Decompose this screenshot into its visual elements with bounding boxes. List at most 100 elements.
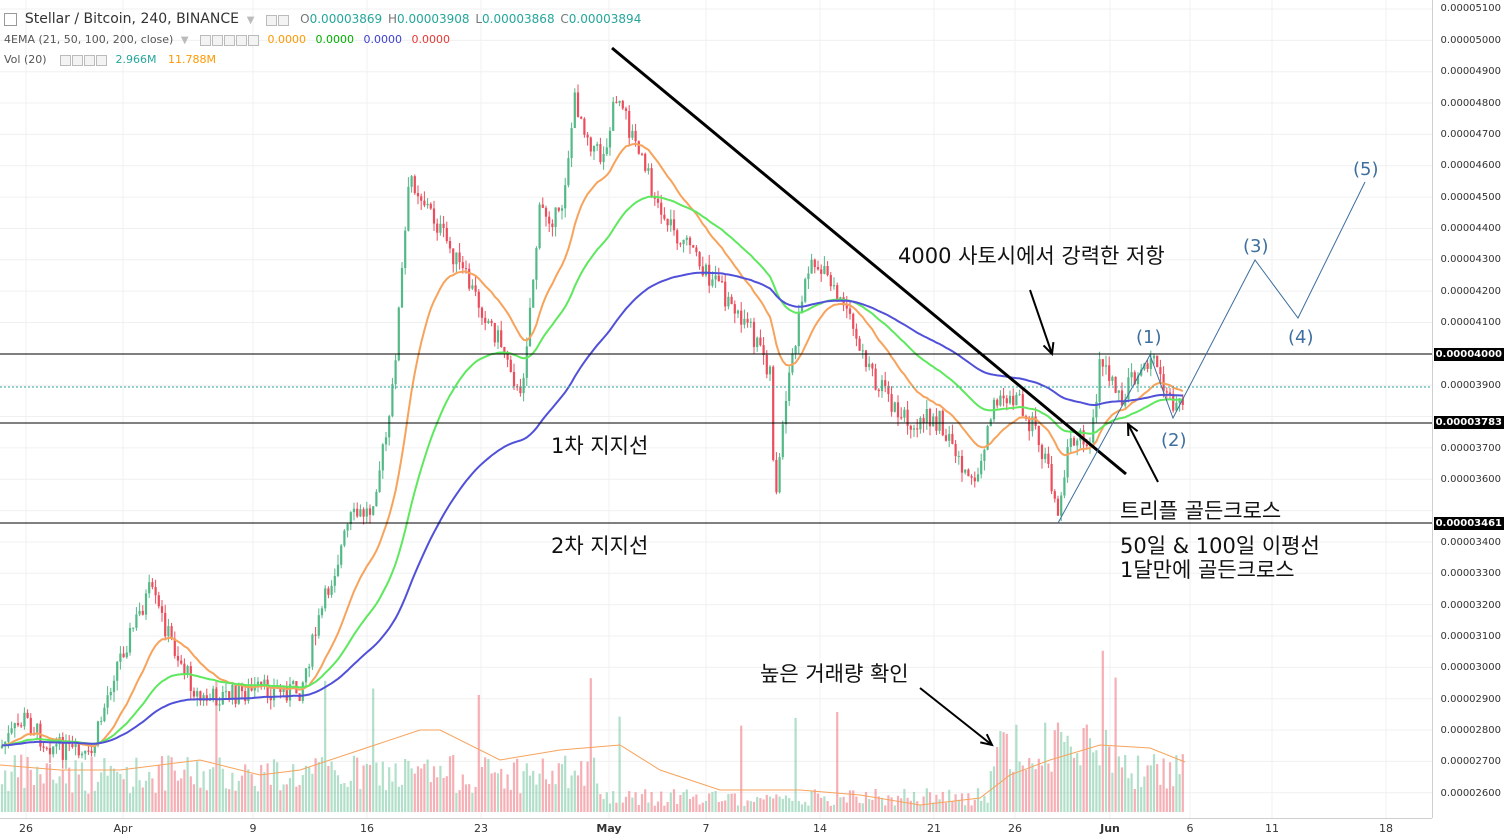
more-icon[interactable] [236,34,248,46]
volume-bar [1140,787,1143,812]
volume-bar [1130,773,1133,812]
volume-bar [112,768,116,812]
candle-body [580,116,583,119]
candle-body [368,508,372,515]
candle-body [519,386,522,394]
volume-bar [596,783,599,812]
volume-bar [365,763,368,812]
candle-body [266,679,269,697]
more-icon[interactable] [84,54,96,66]
price-tick: 0.00003300 [1440,568,1501,579]
candle-body [682,239,685,245]
volume-bar [359,789,362,812]
candle-body [685,237,688,240]
volume-bar [861,803,864,812]
candle-body [522,377,525,394]
candle-body [573,92,576,129]
volume-bar [807,805,810,812]
settings-icon[interactable] [278,14,290,26]
volume-bar [490,773,493,812]
volume-bar [116,771,119,812]
volume-bar [692,796,695,812]
settings-icon[interactable] [72,54,84,66]
close-icon[interactable] [96,54,108,66]
candle-body [84,750,87,754]
time-axis[interactable] [0,818,1432,840]
volume-bar [58,776,61,812]
volume-bar [775,794,778,812]
volume-bar [900,798,903,812]
volume-bar [167,755,170,812]
eye-icon[interactable] [200,34,212,46]
candle-body [493,322,496,343]
price-tick: 0.00004600 [1440,160,1501,171]
candle-body [420,196,423,201]
time-tick: 21 [927,822,941,835]
candle-body [292,681,295,685]
time-tick: 26 [1008,822,1022,835]
volume-bar [68,767,71,812]
candle-body [653,196,656,199]
candle-body [900,417,903,419]
candle-body [10,728,13,734]
candle-body [269,696,272,701]
volume-bar [1069,746,1072,812]
candle-body [983,449,986,461]
candle-body [1040,445,1044,460]
candle-body [1156,355,1159,368]
candle-body [244,691,247,702]
volume-bar [1133,789,1136,812]
volume-title[interactable]: Vol (20) [4,53,47,66]
volume-bar [317,762,320,812]
volume-bar [464,784,468,812]
collapse-icon[interactable] [4,13,17,26]
candle-body [804,279,807,302]
volume-bar [852,790,855,812]
candle-body [1031,416,1034,432]
volume-bar [77,774,80,812]
ema-dropdown-icon[interactable]: ▼ [180,35,189,46]
candle-body [1044,453,1047,460]
volume-bar [832,804,836,812]
time-tick: 23 [474,822,488,835]
candle-body [148,582,151,594]
symbol-legend: Stellar / Bitcoin, 240, BINANCE ▼ O0.000… [4,10,641,30]
close-icon[interactable] [248,34,260,46]
volume-bar [605,792,608,812]
candle-body [1168,392,1172,394]
volume-bar [500,768,503,812]
symbol-title[interactable]: Stellar / Bitcoin, 240, BINANCE [24,11,239,27]
candle-body [471,285,474,289]
volume-bar [868,798,871,812]
volume-bar [586,761,589,812]
price-axis[interactable]: 0.00005100 0.00005000 0.00004900 0.00004… [1432,0,1506,818]
candle-body [692,245,695,248]
ema-title[interactable]: 4EMA (21, 50, 100, 200, close) [4,33,174,46]
candle-body [1092,417,1095,443]
volume-bar [423,763,426,812]
volume-bar [420,768,423,812]
symbol-dropdown-icon[interactable]: ▼ [246,15,255,26]
candle-body [509,359,512,372]
source-icon[interactable] [224,34,236,46]
eye-icon[interactable] [60,54,72,66]
eye-icon[interactable] [266,14,278,26]
volume-bar [480,767,484,812]
candle-body [564,185,567,209]
candle-body [621,100,624,109]
volume-bar [74,760,77,812]
volume-bar [13,755,16,812]
high-value: 0.00003908 [397,12,470,26]
candle-body [468,268,471,289]
volume-bar [631,797,634,812]
candle-body [650,168,653,197]
candle-body [404,230,407,268]
candle-body [551,223,554,228]
candle-body [554,207,557,228]
symbol-controls [266,11,290,29]
volume-bar [132,786,135,812]
settings-icon[interactable] [212,34,224,46]
volume-bar [906,797,909,812]
volume-bar [455,793,458,812]
